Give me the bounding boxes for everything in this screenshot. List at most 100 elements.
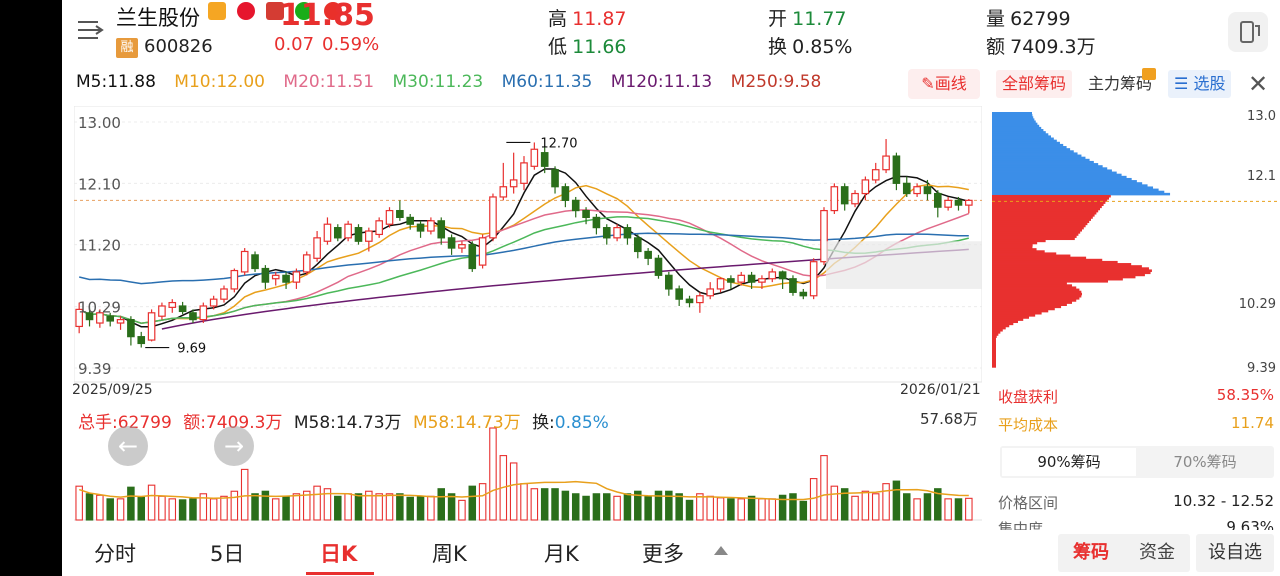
candle-body xyxy=(654,257,663,276)
chip-bar xyxy=(992,316,1029,319)
candles xyxy=(75,139,973,348)
chip-bar xyxy=(992,199,1108,202)
tab-chips[interactable]: 筹码 xyxy=(1073,542,1109,563)
candle-body xyxy=(799,291,808,297)
candle-body xyxy=(137,336,146,345)
candle-body xyxy=(882,155,890,171)
close-icon[interactable]: ✕ xyxy=(1248,70,1269,98)
candle-body xyxy=(561,186,570,201)
rotate-screen-icon[interactable] xyxy=(1228,12,1268,52)
tab-intraday[interactable]: 分时 xyxy=(94,542,136,566)
volume-bar xyxy=(458,499,466,521)
tab-week-k[interactable]: 周K xyxy=(432,542,467,566)
menu-icon[interactable] xyxy=(76,18,104,42)
volume-bar xyxy=(768,498,777,521)
chip-bar xyxy=(992,184,1148,187)
weibo-share-icon[interactable] xyxy=(237,2,256,20)
tab-main-chips[interactable]: 主力筹码 xyxy=(1088,74,1153,93)
tab-funds[interactable]: 资金 xyxy=(1139,542,1175,563)
volume-bar xyxy=(520,483,528,521)
chip-bar xyxy=(992,307,1055,311)
kline-chart[interactable]: 13.00 12.10 11.20 10.29 9.39 12.70 9.69 xyxy=(74,106,982,530)
volume-bar xyxy=(282,495,290,521)
candle-body xyxy=(758,278,766,283)
chip-bar xyxy=(992,267,1149,270)
tab-90-chips[interactable]: 90%筹码 xyxy=(1002,448,1136,476)
candle-body xyxy=(789,278,797,293)
chip-bar xyxy=(992,220,1090,224)
ma-20: M20:11.51 xyxy=(283,72,375,92)
volume-bar xyxy=(892,480,901,521)
chip-bar xyxy=(992,294,1082,298)
chip-tick-label: 10.29 xyxy=(1239,297,1276,312)
ma5-line xyxy=(78,168,969,328)
tab-day-k[interactable]: 日K xyxy=(320,542,358,566)
tab-5day[interactable]: 5日 xyxy=(210,542,245,566)
candle-body xyxy=(602,227,611,239)
volume-bar xyxy=(137,496,145,521)
chip-bar xyxy=(992,139,1057,143)
chip-bar xyxy=(992,201,1106,204)
candle-body xyxy=(127,319,135,338)
y-tick-label: 13.00 xyxy=(78,114,121,132)
turnover-value: 0.85% xyxy=(554,413,609,433)
candle-body xyxy=(820,209,828,263)
chip-bar xyxy=(992,112,1032,115)
ma-250: M250:9.58 xyxy=(730,72,822,92)
volume-bar xyxy=(158,495,166,521)
chip-tick-label: 13.0 xyxy=(1247,109,1276,124)
chip-bar xyxy=(992,218,1091,221)
toutiao-share-icon[interactable] xyxy=(266,2,285,20)
range-label: 价格区间 xyxy=(998,494,1059,512)
chip-bar xyxy=(992,116,1034,119)
chip-bar xyxy=(992,265,1142,268)
prev-arrow-button[interactable]: ← xyxy=(108,426,148,466)
tab-pick-stock[interactable]: ☰ 选股 xyxy=(1168,70,1232,98)
more-caret-icon[interactable] xyxy=(714,546,728,555)
volume-bar xyxy=(261,490,270,521)
chip-bar xyxy=(992,233,1079,236)
y-tick-label: 10.29 xyxy=(78,299,121,317)
chip-bar xyxy=(992,209,1099,213)
tab-month-k[interactable]: 月K xyxy=(544,542,579,566)
chip-bar xyxy=(992,269,1152,272)
wechat-share-icon[interactable] xyxy=(295,2,314,20)
volume-bar xyxy=(478,483,487,521)
chip-bar xyxy=(992,243,1033,247)
candle-body xyxy=(633,237,642,253)
chip-bar xyxy=(992,224,1086,228)
chip-bar xyxy=(992,339,996,343)
total-volume: 总手:62799 xyxy=(78,413,172,433)
chip-bar xyxy=(992,158,1090,162)
candle-body xyxy=(551,169,559,188)
next-arrow-button[interactable]: → xyxy=(214,426,254,466)
volume-bar xyxy=(251,493,259,521)
chip-bar xyxy=(992,322,1014,326)
volume-ma-a: M58:14.73万 xyxy=(293,413,402,433)
draw-line-button[interactable]: ✎画线 xyxy=(908,69,980,99)
tab-70-chips[interactable]: 70%筹码 xyxy=(1173,453,1237,471)
tab-more[interactable]: 更多 xyxy=(642,542,684,566)
candle-body xyxy=(613,227,621,239)
tab-all-chips[interactable]: 全部筹码 xyxy=(996,70,1073,98)
candle-body xyxy=(509,179,518,188)
chip-bar xyxy=(992,169,1112,172)
add-watchlist-button[interactable]: 设自选 xyxy=(1196,534,1274,572)
chip-bar xyxy=(992,114,1033,117)
start-date: 2025/09/25 xyxy=(72,382,153,398)
chip-bar xyxy=(992,363,996,366)
chip-bar xyxy=(992,216,1093,219)
y-tick-label: 12.10 xyxy=(78,175,121,193)
chip-bar xyxy=(992,182,1143,185)
moments-share-icon[interactable] xyxy=(324,2,343,20)
candle-body xyxy=(665,274,673,290)
volume-bar xyxy=(582,495,590,521)
candle-body xyxy=(747,274,756,283)
chip-bar xyxy=(992,122,1038,126)
chip-bar xyxy=(992,165,1103,168)
candle-body xyxy=(96,312,104,324)
chip-bar xyxy=(992,207,1100,211)
chip-bar xyxy=(992,152,1078,155)
chip-bar xyxy=(992,120,1036,124)
xueqiu-share-icon[interactable] xyxy=(208,2,226,20)
